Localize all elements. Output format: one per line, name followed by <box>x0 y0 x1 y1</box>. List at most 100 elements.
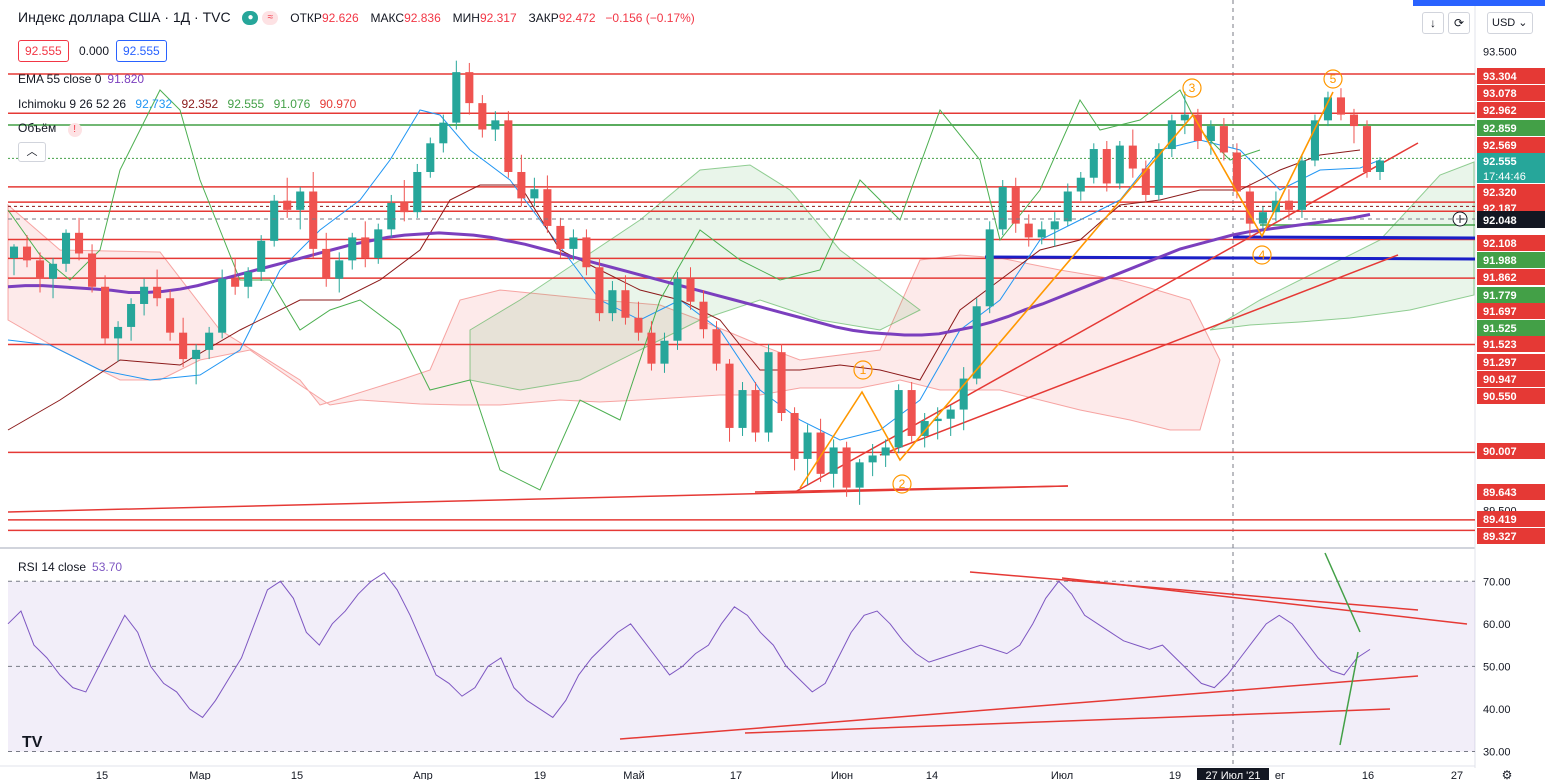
price-level-label-18: 90.007 <box>1483 446 1517 458</box>
candle-body-8 <box>114 326 123 339</box>
market-open-icon[interactable]: ● <box>242 11 259 26</box>
price-level-tag-2 <box>1477 102 1545 118</box>
candle-body-54 <box>712 329 721 364</box>
delay-icon[interactable]: ≈ <box>262 11 279 26</box>
candle-body-29 <box>387 202 396 230</box>
candle-body-18 <box>244 271 253 287</box>
candle-body-30 <box>400 202 409 213</box>
price-tick-0: 93.500 <box>1483 46 1517 58</box>
currency-select[interactable]: USD ⌄ <box>1487 12 1533 34</box>
price-level-tag-0 <box>1477 68 1545 84</box>
price-level-label-0: 93.304 <box>1483 71 1518 83</box>
time-label-12: ег <box>1275 770 1285 780</box>
candle-body-99 <box>1297 160 1306 210</box>
rsi-legend[interactable]: RSI 14 close 53.70 <box>18 560 122 574</box>
candle-body-68 <box>894 390 903 448</box>
ichimoku-tenkan-value: 92.732 <box>135 97 173 111</box>
candle-body-84 <box>1102 149 1111 184</box>
price-level-tag-9 <box>1477 252 1545 268</box>
blue-support-line-1 <box>984 255 1476 261</box>
candle-body-6 <box>88 253 97 287</box>
wave-label-circle-1 <box>853 360 873 380</box>
candle-body-104 <box>1362 126 1372 172</box>
candle-body-27 <box>361 237 370 259</box>
collapse-legend-button[interactable]: ︿ <box>18 142 46 162</box>
candle-body-17 <box>231 278 240 287</box>
candle-body-85 <box>1115 145 1124 184</box>
candle-body-102 <box>1336 97 1346 115</box>
candle-body-44 <box>582 237 591 268</box>
refresh-icon[interactable]: ⟳ <box>1448 12 1470 34</box>
candle-body-47 <box>621 290 630 318</box>
ohlc-open-label: ОТКР <box>290 11 322 25</box>
candle-body-79 <box>1037 229 1046 238</box>
price-level-label-16: 90.947 <box>1483 374 1517 386</box>
candle-body-41 <box>543 189 552 226</box>
candle-body-9 <box>127 303 136 327</box>
sell-price-button[interactable]: 92.555 <box>18 40 69 62</box>
ichimoku-legend[interactable]: Ichimoku 9 26 52 26 92.732 92.352 92.555… <box>18 97 356 111</box>
rsi-band <box>8 581 1475 752</box>
price-level-label-6: 92.320 <box>1483 187 1517 199</box>
ema-legend[interactable]: EMA 55 close 0 91.820 <box>18 72 144 86</box>
candle-body-83 <box>1089 149 1098 178</box>
price-level-tag-5 <box>1477 153 1545 169</box>
time-cursor-tag <box>1197 768 1269 780</box>
ichimoku-cloud-bullish-2 <box>1209 161 1475 331</box>
candle-body-31 <box>413 171 422 213</box>
candle-body-92 <box>1206 126 1215 141</box>
ichimoku-span-b-value: 90.970 <box>319 97 357 111</box>
ichimoku-span-a-value: 91.076 <box>273 97 311 111</box>
ohlc-high-label: МАКС <box>370 11 405 25</box>
candle-body-82 <box>1076 177 1085 192</box>
candle-body-34 <box>452 72 461 123</box>
volume-legend[interactable]: Объём ! <box>18 121 82 137</box>
candle-body-28 <box>374 229 383 259</box>
buy-price-button[interactable]: 92.555 <box>116 40 167 62</box>
candle-body-72 <box>946 409 955 419</box>
candle-body-87 <box>1141 168 1150 195</box>
candle-body-11 <box>153 286 162 299</box>
blue-support-line-2 <box>1232 235 1476 240</box>
candle-body-2 <box>35 260 45 279</box>
download-icon[interactable]: ↓ <box>1422 12 1444 34</box>
cursor-price-tag <box>1477 211 1545 228</box>
candle-body-62 <box>816 432 825 474</box>
tradingview-logo[interactable]: TV <box>22 734 43 751</box>
time-label-2: 15 <box>291 770 303 780</box>
price-level-tag-3 <box>1477 120 1545 136</box>
elliott-wave-line <box>799 91 1334 489</box>
candle-body-77 <box>1011 186 1020 224</box>
price-level-tag-15 <box>1477 354 1545 370</box>
candle-body-48 <box>634 317 643 333</box>
rsi-green-marker-2 <box>1339 651 1359 746</box>
currency-label: USD <box>1492 17 1516 29</box>
candle-body-0 <box>9 246 19 259</box>
candle-body-35 <box>465 72 474 104</box>
candle-body-80 <box>1050 221 1059 230</box>
time-label-10: 19 <box>1169 770 1181 780</box>
candle-body-60 <box>790 413 799 459</box>
candle-body-91 <box>1193 114 1202 141</box>
price-level-tag-17 <box>1477 388 1545 404</box>
candle-body-86 <box>1128 145 1137 169</box>
candle-body-24 <box>322 248 331 279</box>
candle-body-88 <box>1154 149 1163 195</box>
candle-body-78 <box>1024 223 1033 238</box>
price-level-tag-4 <box>1477 137 1545 153</box>
candle-body-63 <box>829 447 838 474</box>
volume-warning-icon[interactable]: ! <box>67 123 82 137</box>
price-level-tag-19 <box>1477 484 1545 500</box>
candle-body-4 <box>62 232 71 264</box>
symbol-title[interactable]: Индекс доллара США · 1Д · TVC <box>18 9 231 25</box>
ohlc-low-value: 92.317 <box>479 11 517 25</box>
price-change: −0.156 (−0.17%) <box>605 11 695 25</box>
wave-label-circle-4 <box>1252 245 1272 265</box>
candle-body-94 <box>1232 152 1241 192</box>
candle-body-40 <box>530 189 539 199</box>
candle-body-71 <box>933 418 942 422</box>
price-level-label-8: 92.108 <box>1483 238 1517 250</box>
candle-body-1 <box>22 246 32 261</box>
price-level-tag-8 <box>1477 235 1545 251</box>
